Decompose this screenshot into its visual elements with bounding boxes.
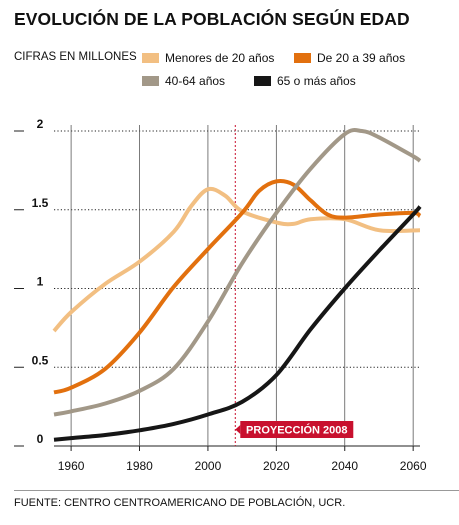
- legend-swatch-menores-20: [142, 53, 159, 63]
- series-line-40-64: [53, 128, 422, 417]
- legend-label-menores-20: Menores de 20 años: [165, 51, 275, 65]
- legend-item-20-39: De 20 a 39 años: [294, 51, 405, 65]
- x-tick-label: 1960: [58, 459, 85, 473]
- series-line-20-39: [53, 179, 422, 395]
- legend-swatch-20-39: [294, 53, 311, 63]
- y-tick-label: 0: [37, 432, 44, 446]
- x-tick-label: 1980: [126, 459, 153, 473]
- legend-item-40-64: 40-64 años: [142, 74, 225, 88]
- y-tick-label: 0.5: [32, 353, 49, 367]
- legend-label-20-39: De 20 a 39 años: [317, 51, 406, 65]
- source-note: FUENTE: CENTRO CENTROAMERICANO DE POBLAC…: [14, 497, 346, 509]
- legend-swatch-65-mas: [254, 76, 271, 86]
- legend-swatch-40-64: [142, 76, 159, 86]
- legend-label-65-mas: 65 o más años: [277, 74, 356, 88]
- series-line-65-mas: [53, 205, 422, 442]
- chart-title: EVOLUCIÓN DE LA POBLACIÓN SEGÚN EDAD: [14, 9, 410, 29]
- legend-item-65-mas: 65 o más años: [254, 74, 356, 88]
- x-tick-label: 2040: [331, 459, 358, 473]
- units-label: CIFRAS EN MILLONES: [14, 51, 137, 63]
- y-tick-label: 1: [37, 275, 44, 289]
- y-tick-label: 1.5: [32, 196, 49, 210]
- projection-label-box: [240, 421, 354, 438]
- y-tick-label: 2: [37, 117, 44, 131]
- x-tick-label: 2060: [400, 459, 427, 473]
- x-tick-label: 2020: [263, 459, 290, 473]
- source-divider: [14, 490, 459, 491]
- legend-label-40-64: 40-64 años: [165, 74, 226, 88]
- legend-item-menores-20: Menores de 20 años: [142, 51, 274, 65]
- projection-label: PROYECCIÓN 2008: [246, 424, 347, 437]
- projection-label-pointer: [235, 425, 241, 434]
- x-tick-label: 2000: [195, 459, 222, 473]
